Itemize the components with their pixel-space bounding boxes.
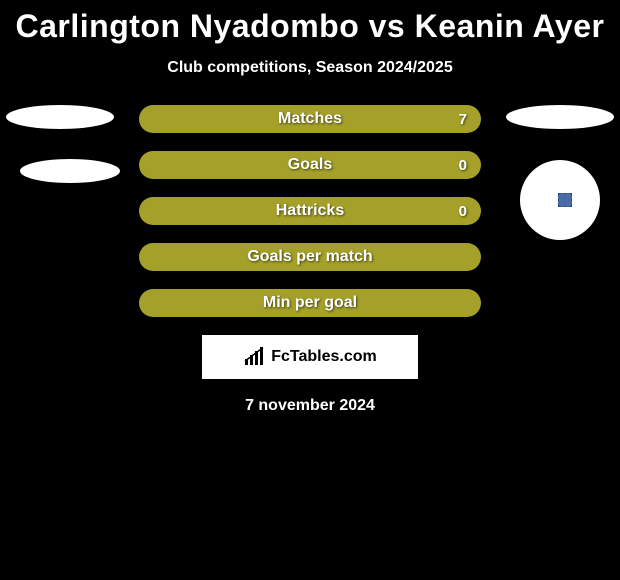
stat-bar: Matches 7 (139, 105, 481, 133)
stat-bar: Min per goal (139, 289, 481, 317)
decor-ellipse-right-1 (506, 105, 614, 129)
page-title: Carlington Nyadombo vs Keanin Ayer (0, 0, 620, 45)
stat-label: Goals (139, 156, 481, 174)
brand-text: FcTables.com (271, 348, 377, 366)
stats-area: Matches 7 Goals 0 Hattricks 0 Goals per … (0, 105, 620, 317)
stat-bar: Goals 0 (139, 151, 481, 179)
stat-value: 7 (459, 111, 467, 128)
brand-box: FcTables.com (202, 335, 418, 379)
stat-label: Goals per match (139, 248, 481, 266)
decor-ellipse-left-2 (20, 159, 120, 183)
decor-small-square (558, 193, 572, 207)
date-line: 7 november 2024 (0, 397, 620, 415)
stat-bar: Hattricks 0 (139, 197, 481, 225)
chart-icon (243, 347, 267, 367)
subtitle: Club competitions, Season 2024/2025 (0, 59, 620, 77)
brand-inner: FcTables.com (243, 347, 377, 367)
stat-label: Min per goal (139, 294, 481, 312)
stat-bars: Matches 7 Goals 0 Hattricks 0 Goals per … (139, 105, 481, 317)
decor-ellipse-left-1 (6, 105, 114, 129)
stat-value: 0 (459, 157, 467, 174)
stat-bar: Goals per match (139, 243, 481, 271)
stat-label: Matches (139, 110, 481, 128)
stat-label: Hattricks (139, 202, 481, 220)
stat-value: 0 (459, 203, 467, 220)
